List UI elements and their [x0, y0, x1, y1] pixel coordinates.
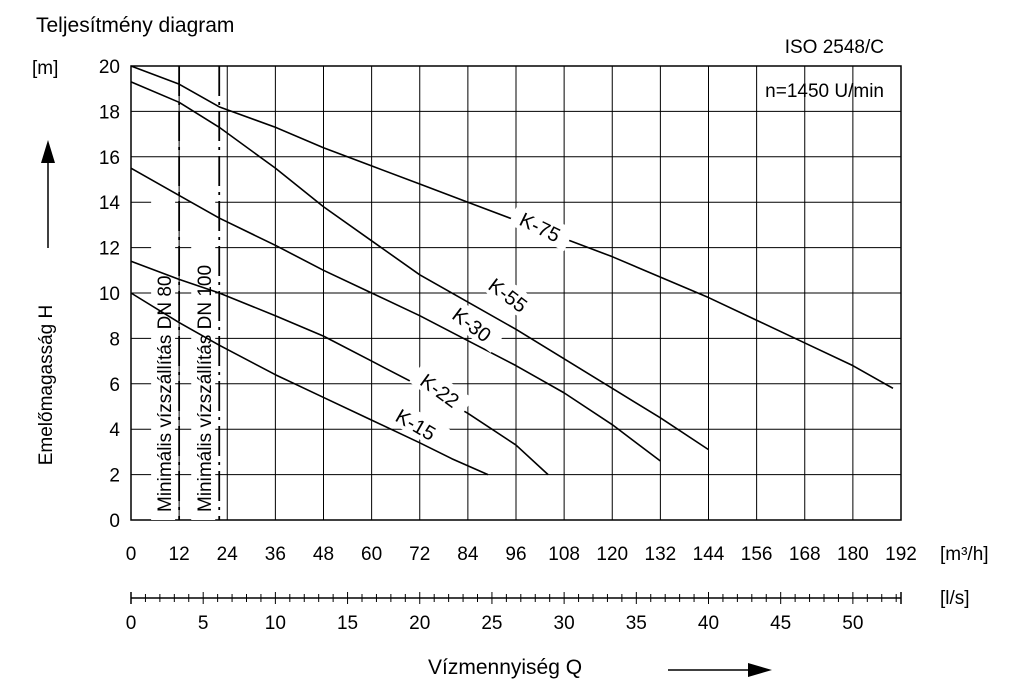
x-tick-label: 60 — [361, 544, 382, 565]
y-tick-label: 0 — [109, 511, 120, 532]
y-tick-label: 16 — [99, 148, 120, 169]
y-tick-label: 18 — [99, 102, 120, 123]
x-tick-label: 12 — [169, 544, 190, 565]
x-tick-label: 84 — [457, 544, 479, 565]
series-label-bg — [384, 398, 450, 451]
series-line — [130, 292, 489, 476]
speed-label: n=1450 U/min — [765, 81, 884, 102]
y-tick-label: 20 — [99, 57, 120, 78]
x2-tick-label: 45 — [770, 613, 791, 634]
x-tick-label: 72 — [409, 544, 430, 565]
y-tick-label: 14 — [99, 193, 121, 214]
x-tick-label: 156 — [741, 544, 773, 565]
chart-title: Teljesítmény diagram — [36, 14, 234, 37]
x2-tick-label: 10 — [265, 613, 286, 634]
standard-label: ISO 2548/C — [785, 37, 884, 58]
series-line — [130, 65, 894, 390]
series-line — [130, 167, 661, 462]
x2-tick-label: 40 — [698, 613, 719, 634]
x-tick-label: 192 — [885, 544, 917, 565]
min-flow-label: Minimális vízszállítás DN 100 — [195, 265, 216, 512]
x2-tick-label: 0 — [126, 613, 137, 634]
y-tick-label: 8 — [109, 329, 120, 350]
series-label-bg — [409, 362, 474, 419]
x-tick-label: 120 — [596, 544, 628, 565]
y-tick-label: 10 — [99, 284, 120, 305]
x-tick-label: 144 — [693, 544, 725, 565]
x2-tick-label: 30 — [554, 613, 575, 634]
y-tick-label: 2 — [109, 466, 120, 487]
series-line — [130, 260, 549, 476]
y-tick-label: 12 — [99, 239, 120, 260]
x2-tick-label: 5 — [198, 613, 209, 634]
x-tick-label: 180 — [837, 544, 869, 565]
x-tick-label: 96 — [505, 544, 526, 565]
x2-tick-label: 15 — [337, 613, 358, 634]
min-flow-label: Minimális vízszállítás DN 80 — [155, 276, 176, 513]
y-axis-arrow — [41, 140, 55, 248]
x-tick-label: 0 — [126, 544, 137, 565]
min-flow-label-bg — [151, 175, 176, 520]
x-tick-label: 36 — [265, 544, 286, 565]
series-line — [130, 81, 709, 451]
x2-unit-label: [l/s] — [940, 588, 970, 609]
x-unit-label: [m³/h] — [940, 544, 989, 565]
x-tick-label: 108 — [548, 544, 580, 565]
x-tick-label: 168 — [789, 544, 821, 565]
series-label-bg — [477, 266, 542, 324]
x2-tick-label: 20 — [409, 613, 430, 634]
y-tick-label: 6 — [109, 375, 120, 396]
series-label-bg — [441, 296, 506, 353]
x-axis-arrow — [668, 663, 772, 677]
x-axis-label: Vízmennyiség Q — [428, 656, 582, 679]
y-tick-label: 4 — [109, 420, 120, 441]
series-label-bg — [508, 202, 575, 252]
min-flow-label-bg — [191, 175, 216, 520]
x2-tick-label: 35 — [626, 613, 647, 634]
x2-tick-label: 25 — [481, 613, 502, 634]
x-tick-label: 24 — [217, 544, 239, 565]
x-tick-label: 132 — [645, 544, 677, 565]
x2-tick-label: 50 — [842, 613, 863, 634]
x-tick-label: 48 — [313, 544, 334, 565]
y-unit-label: [m] — [32, 58, 58, 79]
y-axis-label: Emelőmagasság H — [36, 305, 57, 466]
